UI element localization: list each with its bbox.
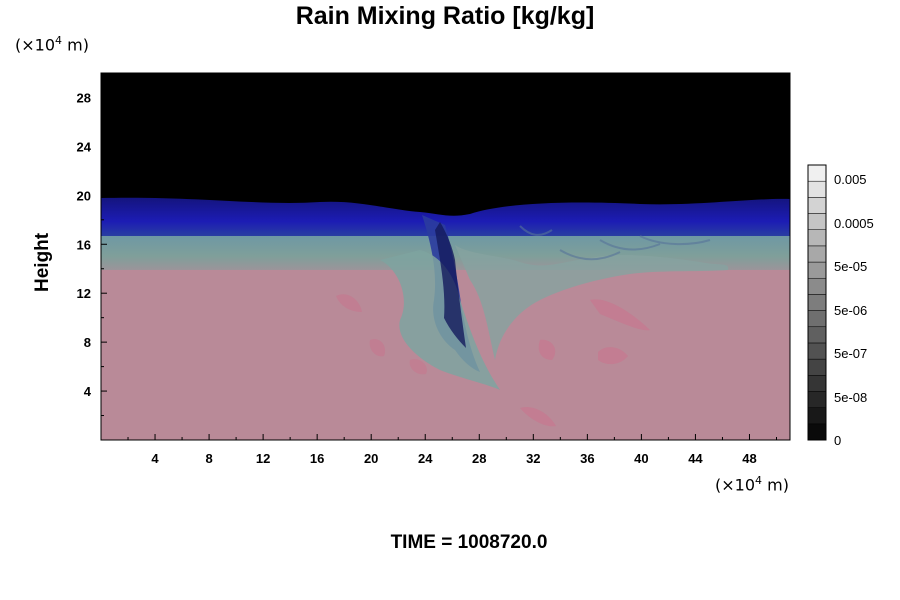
x-tick-label: 28 <box>472 451 486 466</box>
x-tick-label: 24 <box>418 451 433 466</box>
field-pink-streak-2 <box>598 347 628 365</box>
colorbar-swatch <box>807 407 827 425</box>
field-pink-streak-4 <box>520 406 556 427</box>
y-tick-label: 12 <box>77 286 91 301</box>
time-annotation: TIME = 1008720.0 <box>391 532 548 553</box>
field-pink-streak-3 <box>538 339 556 360</box>
x-tick-label: 36 <box>580 451 594 466</box>
colorbar-swatch <box>807 180 827 198</box>
colorbar-label: 0.005 <box>834 172 867 187</box>
y-tick-label: 4 <box>84 384 92 399</box>
x-tick-label: 32 <box>526 451 540 466</box>
x-tick-label: 44 <box>688 451 703 466</box>
colorbar-swatch <box>807 391 827 408</box>
colorbar-swatch <box>807 358 827 376</box>
y-tick-label: 20 <box>77 188 91 203</box>
colorbar-label: 5e-05 <box>834 259 867 274</box>
y-axis-ticks: 4 8 12 16 20 24 28 <box>77 90 107 417</box>
colorbar-frame <box>807 164 827 441</box>
colorbar-swatch <box>807 294 827 311</box>
colorbar-swatch <box>807 423 827 441</box>
field-plume-right <box>455 245 729 360</box>
x-tick-label: 16 <box>310 451 324 466</box>
x-tick-label: 4 <box>151 451 159 466</box>
y-tick-label: 28 <box>77 90 91 105</box>
colorbar-label: 5e-07 <box>834 346 867 361</box>
x-tick-label: 40 <box>634 451 648 466</box>
y-tick-label: 24 <box>77 139 92 154</box>
x-axis-ticks: 4 8 12 16 20 24 28 32 36 40 44 48 <box>127 434 777 466</box>
y-scale-label: (×104 m) <box>15 34 89 55</box>
colorbar-swatch <box>807 261 827 279</box>
colorbar: 0.005 0.0005 5e-05 5e-06 5e-07 5e-08 0 <box>807 164 874 448</box>
field-pink-streak-6 <box>369 339 386 357</box>
x-tick-label: 8 <box>205 451 212 466</box>
colorbar-swatch <box>807 197 827 214</box>
x-tick-label: 48 <box>742 451 756 466</box>
colorbar-swatch <box>807 213 827 230</box>
colorbar-swatch <box>807 375 827 392</box>
heatmap-field <box>101 73 790 440</box>
field-pink-streak-1 <box>590 299 650 331</box>
colorbar-swatch <box>807 245 827 263</box>
colorbar-swatch <box>807 326 827 344</box>
y-tick-label: 8 <box>84 335 91 350</box>
field-plume-stripes <box>519 225 711 261</box>
colorbar-swatch <box>807 164 827 182</box>
y-tick-label: 16 <box>77 237 91 252</box>
field-pink-streak-5 <box>336 294 362 312</box>
field-pink-streak-7 <box>409 359 427 375</box>
colorbar-swatch <box>807 310 827 328</box>
field-plume-teal <box>380 250 500 390</box>
colorbar-label: 5e-08 <box>834 390 867 405</box>
field-dark-core <box>435 222 466 348</box>
x-scale-label: (×104 m) <box>715 474 789 495</box>
colorbar-label: 0.0005 <box>834 216 874 231</box>
colorbar-swatch <box>807 342 827 360</box>
x-tick-label: 20 <box>364 451 378 466</box>
colorbar-swatch <box>807 229 827 247</box>
colorbar-label: 5e-06 <box>834 303 867 318</box>
chart-title: Rain Mixing Ratio [kg/kg] <box>295 2 595 30</box>
x-tick-label: 12 <box>256 451 270 466</box>
plot-frame <box>100 72 791 441</box>
colorbar-label: 0 <box>834 433 841 448</box>
colorbar-swatch <box>807 277 827 295</box>
